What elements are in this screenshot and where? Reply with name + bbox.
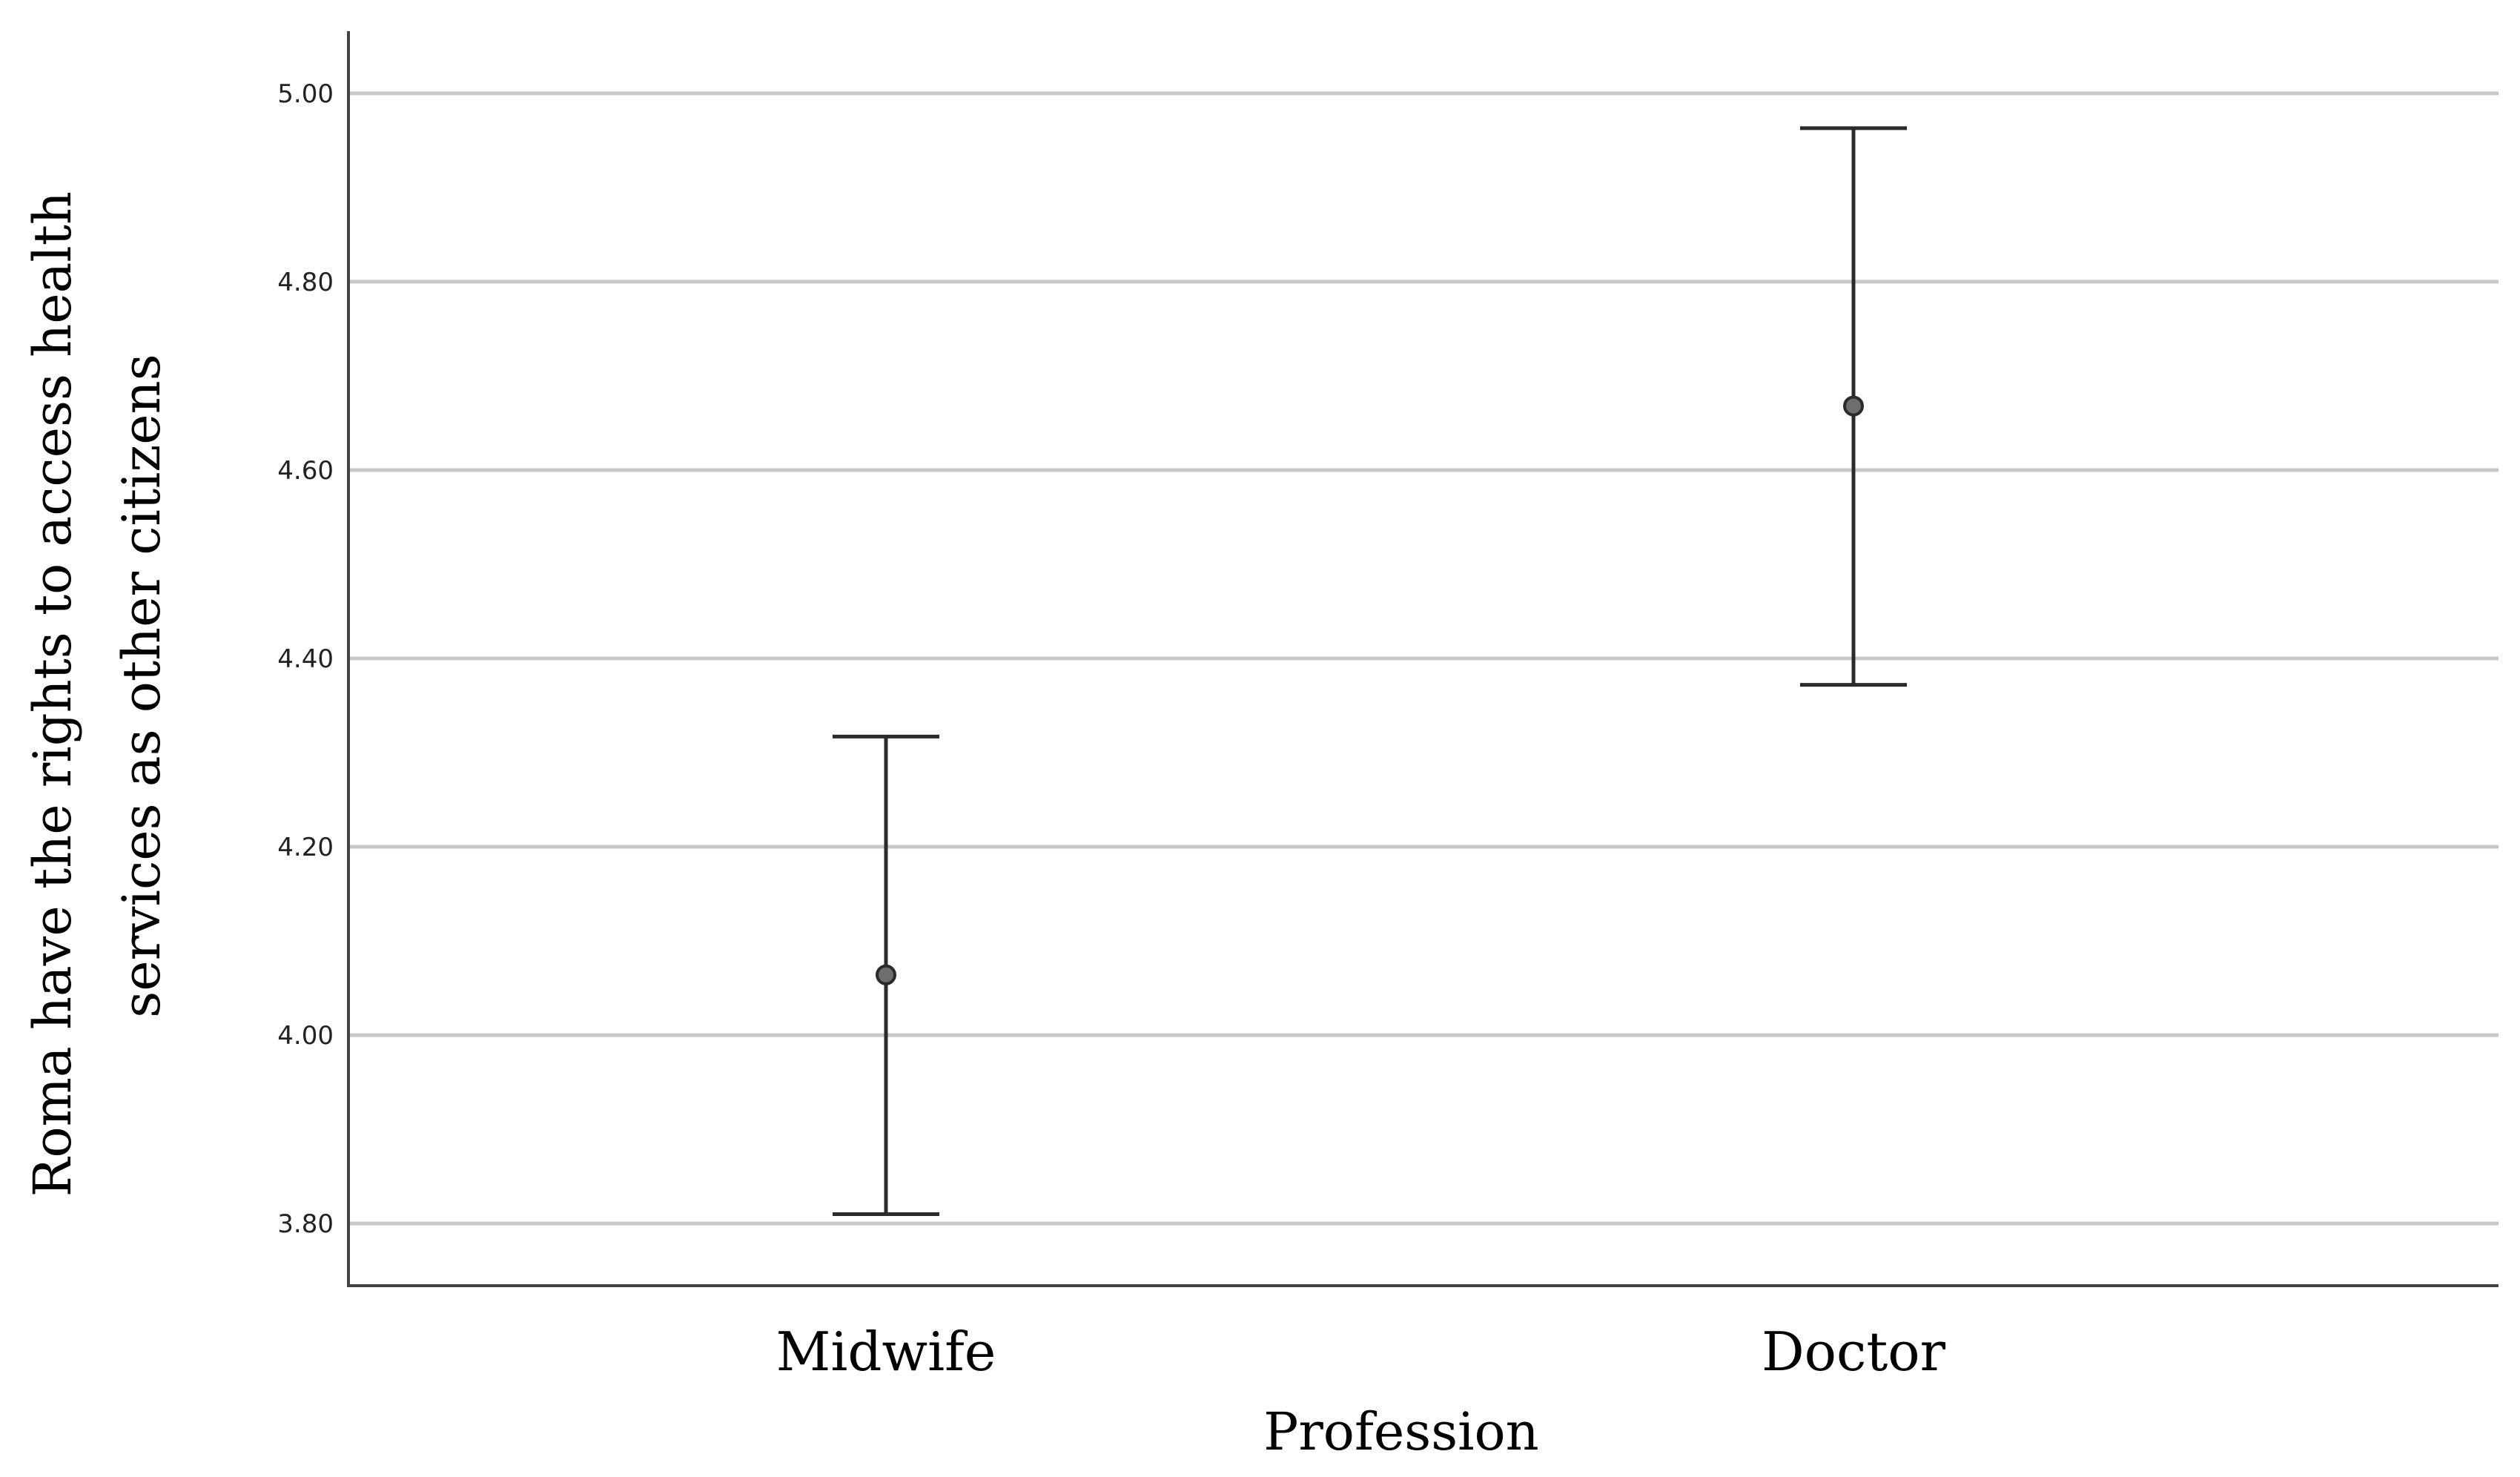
y-axis-title-line-1: Roma have the rights to access health	[22, 191, 83, 1197]
y-tick-label: 4.60	[277, 456, 334, 486]
x-tick-label: Doctor	[1762, 1321, 1946, 1383]
y-tick-label: 5.00	[277, 79, 334, 109]
x-axis-title: Profession	[1263, 1401, 1539, 1462]
error-bar-midwife	[833, 734, 939, 1216]
y-axis-title-line-2: services as other citizens	[111, 354, 172, 1017]
axes	[347, 31, 2498, 1287]
y-axis-title: Roma have the rights to access health se…	[22, 175, 172, 1197]
y-tick-label: 4.00	[277, 1021, 334, 1051]
y-tick-label: 4.20	[277, 833, 334, 862]
y-tick-labels: 3.80 4.00 4.20 4.40 4.60 4.80 5.00	[277, 79, 334, 1239]
error-bars	[833, 126, 1907, 1216]
mean-point	[1843, 395, 1864, 417]
gridlines	[348, 91, 2498, 1226]
error-bar-doctor	[1800, 126, 1907, 687]
y-tick-label: 4.80	[277, 268, 334, 297]
y-tick-label: 4.40	[277, 644, 334, 674]
y-tick-label: 3.80	[277, 1209, 334, 1239]
mean-point	[876, 964, 896, 985]
x-tick-label: Midwife	[776, 1321, 996, 1383]
x-tick-labels: Midwife Doctor	[776, 1321, 1946, 1383]
